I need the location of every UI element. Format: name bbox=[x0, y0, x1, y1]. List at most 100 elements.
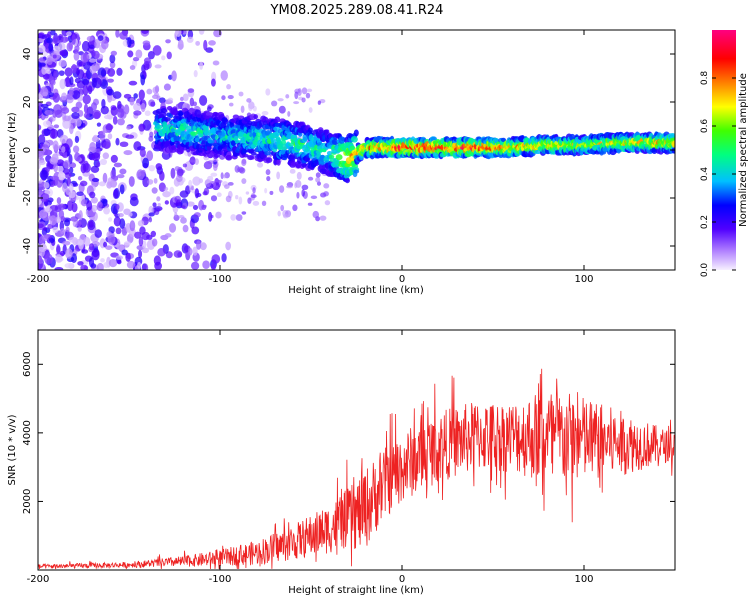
spectrogram-cell bbox=[59, 134, 69, 144]
spectrogram-cell bbox=[61, 107, 70, 114]
spectrogram-cell bbox=[242, 153, 249, 158]
spectrogram-cell bbox=[138, 89, 145, 101]
spectrogram-cell bbox=[301, 184, 309, 191]
spectrogram-cell bbox=[107, 234, 116, 245]
spectrogram-cell bbox=[353, 129, 359, 137]
spectrogram-cell bbox=[225, 195, 232, 203]
spectrogram-cell bbox=[210, 214, 214, 219]
spectrogram-cell bbox=[73, 52, 80, 61]
spectrogram-cell bbox=[125, 134, 135, 139]
spectrogram-cell bbox=[59, 49, 68, 57]
spectrogram-cell bbox=[274, 116, 281, 123]
spectrogram-cell bbox=[77, 69, 85, 80]
spectrogram-cell bbox=[301, 87, 308, 95]
spectrogram-cell bbox=[261, 110, 269, 116]
spectrogram-cell bbox=[221, 253, 227, 263]
spectrogram-cell bbox=[38, 44, 46, 53]
spectrogram-cell bbox=[97, 35, 104, 42]
spectrogram-cell bbox=[50, 79, 56, 86]
spectrogram-cell bbox=[152, 86, 159, 94]
spectrogram-cell bbox=[91, 152, 101, 162]
spectrogram-cell bbox=[296, 191, 300, 199]
spectrogram-cell bbox=[186, 36, 194, 43]
spectrogram-cell bbox=[115, 255, 123, 260]
spectrogram-cell bbox=[51, 128, 56, 139]
spectrogram-cell bbox=[93, 77, 102, 89]
spectrogram-cell bbox=[133, 141, 142, 151]
colorbar-tick-label: 0.0 bbox=[700, 263, 710, 278]
spectrogram-cell bbox=[199, 61, 204, 70]
spectrogram-cell bbox=[38, 182, 46, 187]
spectrogram-cell bbox=[163, 117, 171, 122]
spectrogram-cell bbox=[250, 151, 257, 156]
spectrogram-cell bbox=[211, 263, 216, 270]
spectrogram-cell bbox=[294, 91, 299, 100]
spectrogram-cell bbox=[78, 210, 83, 221]
spectrogram-cell bbox=[188, 247, 193, 256]
spectrogram-cell bbox=[171, 144, 176, 151]
spectrogram-cell bbox=[500, 137, 507, 143]
spectrogram-cell bbox=[127, 37, 132, 48]
spectrogram-cell bbox=[193, 212, 201, 218]
spectrogram-cell bbox=[165, 39, 171, 44]
spectrogram-cell bbox=[167, 97, 174, 102]
spectrogram-cell bbox=[62, 118, 71, 130]
spectrogram-cell bbox=[143, 57, 151, 64]
spectrogram-cell bbox=[228, 102, 234, 107]
spectrogram-cell bbox=[227, 95, 234, 100]
spectrogram-cell bbox=[144, 110, 151, 117]
spectrogram-cell bbox=[271, 100, 278, 107]
spectrogram-cell bbox=[63, 168, 70, 175]
spectrogram-cell bbox=[57, 165, 64, 173]
spectrogram-cell bbox=[88, 221, 94, 228]
spectrogram-cell bbox=[279, 140, 287, 145]
spectrogram-cell bbox=[147, 179, 154, 185]
spectrogram-cell bbox=[74, 44, 80, 52]
spectrogram-cell bbox=[53, 70, 58, 81]
spectrogram-cell bbox=[192, 176, 201, 186]
spectrogram-cell bbox=[297, 88, 302, 96]
spectrogram-cell bbox=[208, 40, 216, 46]
spectrogram-cell bbox=[224, 184, 230, 189]
spectrogram-cell bbox=[99, 130, 106, 141]
spectrogram-cell bbox=[154, 64, 162, 69]
spectrogram-cell bbox=[52, 226, 59, 234]
spectrogram-cell bbox=[252, 200, 260, 206]
spectrogram-cells bbox=[38, 30, 675, 270]
spectrogram-cell bbox=[108, 258, 118, 268]
spectrogram-cell bbox=[264, 187, 268, 194]
spectrogram-cell bbox=[47, 223, 53, 230]
spectrogram-cell bbox=[61, 146, 66, 153]
spectrogram-cell bbox=[174, 212, 178, 218]
spectrogram-cell bbox=[86, 36, 94, 42]
spectrogram-cell bbox=[117, 118, 125, 126]
spectrogram-cell bbox=[190, 131, 198, 136]
spectrogram-cell bbox=[196, 240, 202, 250]
spectrogram-cell bbox=[129, 196, 139, 207]
spectrogram-cell bbox=[50, 175, 60, 181]
spectrogram-cell bbox=[220, 172, 224, 180]
spectrogram-cell bbox=[141, 247, 150, 254]
spectrogram-cell bbox=[129, 65, 136, 71]
spectrogram-cell bbox=[170, 167, 176, 179]
spectrogram-cell bbox=[88, 58, 97, 63]
spectrogram-cell bbox=[174, 195, 182, 203]
spectrogram-cell bbox=[56, 197, 62, 205]
spectrogram-cell bbox=[42, 91, 48, 97]
spectrogram-cell bbox=[171, 70, 177, 82]
spectrogram-cell bbox=[66, 200, 74, 212]
spectrogram-cell bbox=[127, 50, 134, 58]
spectrogram-y-tick-label: -20 bbox=[22, 190, 33, 206]
spectrogram-cell bbox=[82, 94, 91, 105]
spectrogram-cell bbox=[153, 255, 161, 266]
spectrogram-cell bbox=[199, 242, 207, 251]
spectrogram-cell bbox=[317, 100, 321, 105]
spectrogram-cell bbox=[52, 35, 60, 45]
spectrogram-cell bbox=[227, 181, 234, 186]
spectrogram-cell bbox=[44, 109, 53, 116]
spectrogram-cell bbox=[119, 141, 129, 148]
spectrogram-cell bbox=[63, 115, 71, 122]
spectrogram-cell bbox=[39, 169, 49, 180]
spectrogram-cell bbox=[43, 182, 50, 189]
